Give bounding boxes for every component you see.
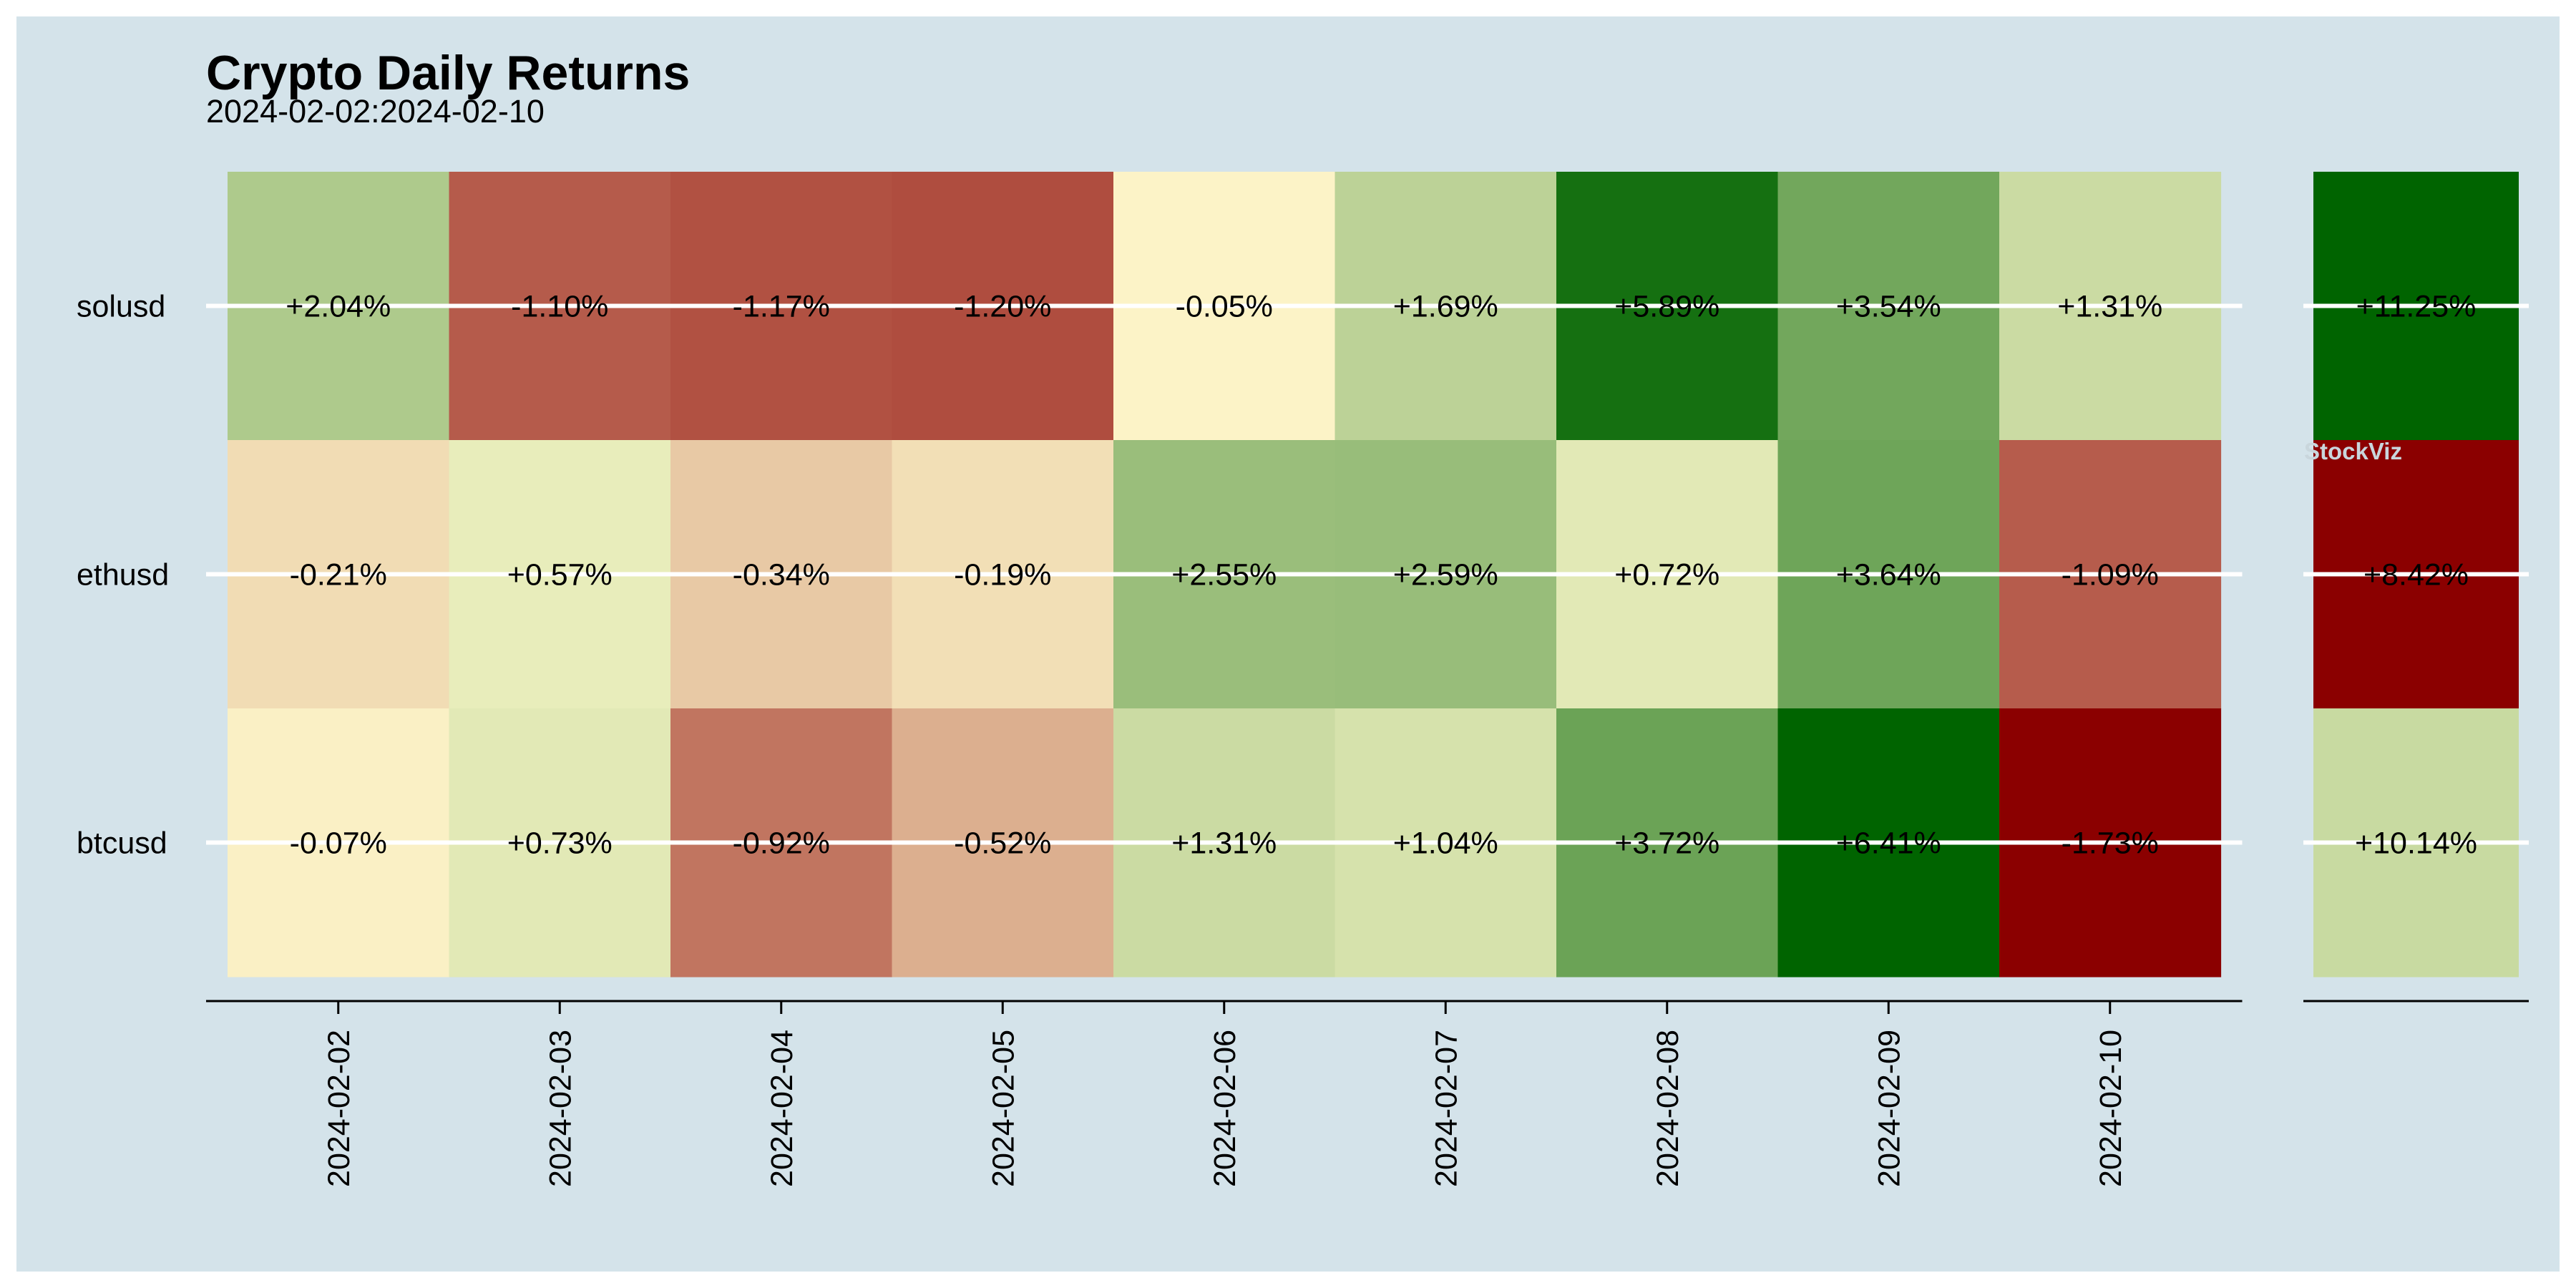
- cell-value-label: -0.52%: [954, 826, 1051, 861]
- cell-value-label: +2.04%: [286, 290, 391, 324]
- x-tick-label: 2024-02-05: [986, 1030, 1020, 1187]
- total-value-label: +8.42%: [2363, 558, 2469, 592]
- cell-value-label: -1.20%: [954, 290, 1051, 324]
- cell-value-label: -1.73%: [2062, 826, 2159, 861]
- cell-value-label: -0.92%: [733, 826, 830, 861]
- cell-value-label: -0.19%: [954, 558, 1051, 592]
- cell-value-label: -0.07%: [290, 826, 387, 861]
- cell-value-label: -0.05%: [1176, 290, 1273, 324]
- y-tick-label: btcusd: [77, 826, 167, 861]
- total-value-label: +11.25%: [2356, 290, 2477, 324]
- x-tick-label: 2024-02-10: [2094, 1030, 2128, 1187]
- cell-value-label: +0.57%: [507, 558, 613, 592]
- chart-subtitle: 2024-02-02:2024-02-10: [206, 93, 545, 130]
- cell-value-label: +1.31%: [1171, 826, 1277, 861]
- cell-value-label: +6.41%: [1836, 826, 1941, 861]
- cell-value-label: -0.34%: [733, 558, 830, 592]
- axis-ticks: [206, 303, 2529, 845]
- cell-value-label: +5.89%: [1614, 290, 1719, 324]
- total-value-label: +10.14%: [2355, 826, 2477, 861]
- cell-value-label: +2.55%: [1171, 558, 1277, 592]
- axis-labels: solusd ethusd btcusd 2024-02-02 2024-02-03 20…: [77, 290, 2128, 1187]
- x-tick-label: 2024-02-03: [543, 1030, 577, 1187]
- y-tick-label: ethusd: [77, 558, 169, 592]
- cell-value-label: -1.10%: [511, 290, 608, 324]
- cell-value-label: +1.31%: [2057, 290, 2162, 324]
- cell-value-label: +2.59%: [1393, 558, 1498, 592]
- y-tick-label: solusd: [77, 290, 165, 324]
- x-tick-label: 2024-02-02: [322, 1030, 356, 1187]
- x-tick-label: 2024-02-08: [1651, 1030, 1685, 1187]
- x-tick-label: 2024-02-09: [1872, 1030, 1906, 1187]
- cell-labels: +2.04% -1.10% -1.17% -1.20% -0.05% +1.69% +5.8…: [286, 290, 2477, 861]
- cell-value-label: -1.17%: [733, 290, 830, 324]
- chart-title: Crypto Daily Returns: [206, 46, 691, 100]
- x-tick-label: 2024-02-07: [1429, 1030, 1463, 1187]
- cell-value-label: +0.72%: [1614, 558, 1719, 592]
- cell-value-label: +1.04%: [1393, 826, 1498, 861]
- cell-value-label: +3.72%: [1614, 826, 1719, 861]
- cell-value-label: +3.64%: [1836, 558, 1941, 592]
- cell-value-label: +0.73%: [507, 826, 613, 861]
- watermark-text: StockViz: [2304, 438, 2402, 464]
- x-tick-label: 2024-02-06: [1208, 1030, 1242, 1187]
- cell-value-label: +3.54%: [1836, 290, 1941, 324]
- axis-lines: [206, 1000, 2529, 1014]
- cell-value-label: +1.69%: [1393, 290, 1498, 324]
- cell-value-label: -1.09%: [2062, 558, 2159, 592]
- x-tick-label: 2024-02-04: [765, 1030, 799, 1187]
- cell-value-label: -0.21%: [290, 558, 387, 592]
